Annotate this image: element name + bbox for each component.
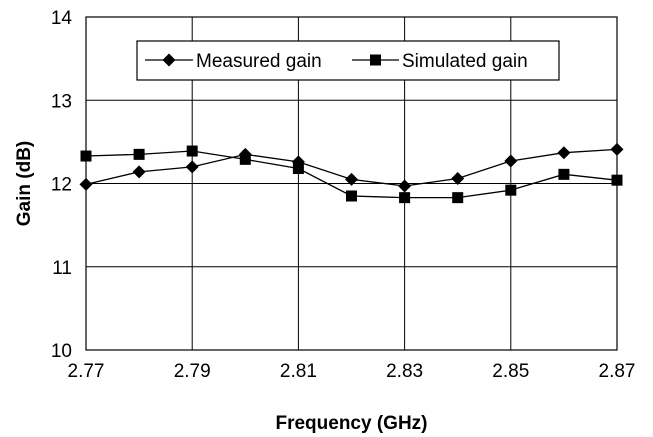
data-point-diamond	[79, 177, 93, 191]
data-point-square	[186, 145, 198, 157]
y-tick-label: 14	[51, 8, 73, 29]
data-point-diamond	[557, 146, 571, 160]
legend-item: Measured gain	[145, 51, 322, 72]
y-tick-label: 11	[52, 258, 72, 279]
data-point-square	[239, 153, 251, 165]
data-point-square	[80, 150, 92, 162]
data-point-square	[346, 190, 357, 202]
series-layer	[79, 142, 624, 204]
data-point-square	[558, 168, 570, 180]
x-tick-label: 2.79	[174, 361, 211, 382]
y-tick-labels: 10 11 12 13 14	[51, 8, 73, 362]
x-tick-label: 2.85	[492, 361, 529, 382]
legend-label: Simulated gain	[402, 51, 528, 72]
series-diamond	[79, 142, 624, 193]
data-point-diamond	[185, 160, 199, 174]
data-point-square	[505, 184, 517, 196]
data-point-square	[399, 192, 411, 204]
data-point-diamond	[451, 172, 465, 186]
data-point-square	[292, 163, 304, 175]
data-point-diamond	[504, 154, 518, 168]
data-point-diamond	[398, 179, 412, 193]
x-tick-labels: 2.77 2.79 2.81 2.83 2.85 2.87	[68, 361, 636, 382]
legend-marker-square	[370, 54, 381, 66]
series-square	[80, 145, 623, 204]
x-tick-label: 2.77	[68, 361, 105, 382]
data-point-square	[133, 148, 145, 160]
y-tick-label: 12	[51, 175, 72, 196]
data-point-diamond	[610, 142, 624, 156]
y-tick-label: 13	[51, 91, 72, 112]
data-point-square	[452, 192, 464, 204]
data-point-square	[611, 174, 623, 186]
x-tick-label: 2.87	[599, 361, 636, 382]
legend-box	[136, 40, 560, 81]
x-tick-label: 2.81	[280, 361, 317, 382]
x-tick-label: 2.83	[386, 361, 423, 382]
legend-item: Simulated gain	[352, 51, 528, 72]
legend-label: Measured gain	[196, 51, 322, 72]
legend: Measured gain Simulated gain	[136, 40, 560, 81]
data-point-diamond	[345, 172, 358, 186]
y-axis-title: Gain (dB)	[14, 141, 35, 227]
y-tick-label: 10	[51, 341, 72, 362]
x-axis-title: Frequency (GHz)	[275, 413, 427, 434]
data-point-diamond	[132, 165, 146, 179]
legend-marker-diamond	[162, 53, 176, 67]
